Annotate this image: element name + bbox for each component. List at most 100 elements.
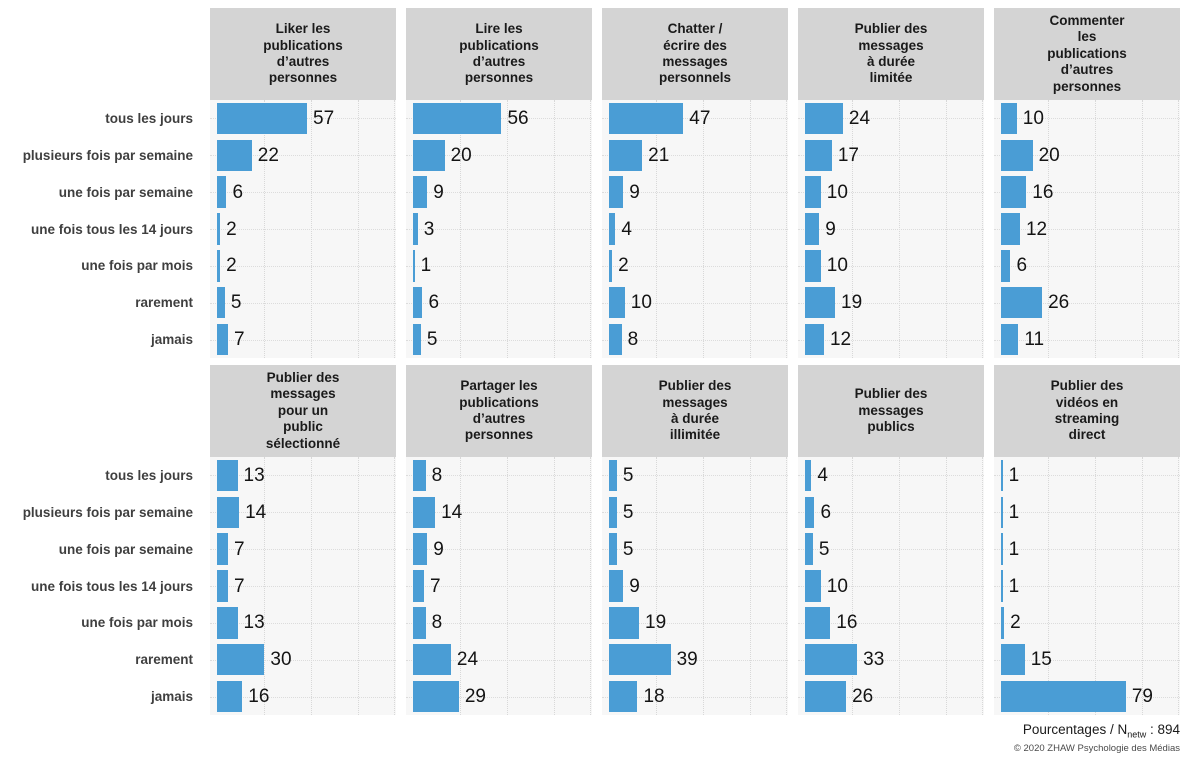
bar-row: 16 [994,174,1180,211]
bar-row: 24 [798,100,984,137]
bar [1001,250,1011,282]
metric-suffix: : 894 [1146,722,1180,737]
bar-row: 11 [994,321,1180,358]
bar [413,496,436,529]
bar [217,533,229,565]
bar-row: 3 [406,211,592,248]
bar [413,176,428,208]
category-label: une fois tous les 14 jours [30,578,193,594]
value-label: 13 [243,612,265,634]
bar-row: 12 [798,321,984,358]
bar [805,570,821,602]
value-label: 2 [618,255,629,277]
panel-body: 56 20 9 3 1 6 5 [406,100,592,358]
bar [609,570,624,602]
value-label: 15 [1030,649,1052,671]
value-label: 47 [689,107,711,129]
value-label: 12 [1025,218,1048,240]
bar-row: 9 [406,174,592,211]
value-label: 1 [1008,464,1020,486]
bar-row: 20 [406,137,592,174]
bar [217,607,238,639]
value-label: 19 [645,612,667,634]
value-label: 10 [630,292,652,314]
value-label: 29 [464,686,486,708]
bar-row: 79 [994,678,1180,715]
bar [217,102,308,135]
bar-row: 12 [994,211,1180,248]
value-label: 5 [426,329,438,351]
bar-row: 10 [602,284,788,321]
bar [609,213,616,245]
bar [1001,286,1043,319]
value-label: 5 [622,464,634,486]
bar-row: 1 [406,247,592,284]
value-label: 19 [841,292,863,314]
bar-row: 1 [994,568,1180,605]
panel-body: 10 20 16 12 6 26 11 [994,100,1180,358]
bar [413,680,459,713]
value-label: 1 [1008,575,1020,597]
panel-body: 24 17 10 9 10 19 12 [798,100,984,358]
bar [1001,176,1027,208]
bar-row: 10 [798,568,984,605]
facet-panel: Partager les publications d’autres perso… [406,365,592,715]
bar [805,286,836,319]
value-label: 13 [243,464,265,486]
facet-row: tous les jours plusieurs fois par semaine… [0,365,1195,715]
bar [217,176,227,208]
bar-row: 7 [210,568,396,605]
value-label: 2 [226,255,237,277]
bar-row: 6 [994,247,1180,284]
bar [413,102,502,135]
bar-row: 19 [602,604,788,641]
value-label: 6 [428,292,440,314]
bar [609,286,625,319]
chart-footer: Pourcentages / Nnetw : 894 © 2020 ZHAW P… [0,722,1180,754]
value-label: 7 [234,575,245,597]
bar [1001,570,1003,602]
category-label: une fois tous les 14 jours [30,221,193,237]
facet-row: tous les jours plusieurs fois par semaine… [0,8,1195,358]
value-label: 3 [423,218,435,240]
bar [805,643,858,676]
category-axis: tous les jours plusieurs fois par semaine… [0,8,200,358]
value-label: 24 [456,649,479,671]
bar [217,570,229,602]
value-label: 20 [450,144,472,166]
category-axis: tous les jours plusieurs fois par semaine… [0,365,200,715]
bar-row: 13 [210,457,396,494]
value-label: 2 [1010,612,1021,634]
value-label: 1 [1008,501,1020,523]
facet-title: Commenter les publications d’autres pers… [994,8,1180,100]
bar-row: 5 [798,531,984,568]
value-label: 7 [234,538,245,560]
value-label: 16 [1032,181,1054,203]
bar-row: 30 [210,641,396,678]
category-label: jamais [150,689,193,705]
category-label: une fois par mois [81,258,193,274]
bar-row: 20 [994,137,1180,174]
bar-row: 26 [798,678,984,715]
bar [413,250,415,282]
value-label: 6 [232,181,244,203]
value-label: 79 [1131,686,1153,708]
bar [413,533,428,565]
category-label: une fois par semaine [58,541,193,557]
value-label: 1 [1008,538,1020,560]
bar [217,680,243,713]
bar-row: 6 [798,494,984,531]
value-label: 2 [226,218,237,240]
value-label: 7 [430,575,441,597]
bar-row: 10 [798,174,984,211]
value-label: 7 [234,329,245,351]
category-label: une fois par semaine [58,184,193,200]
category-label: tous les jours [105,110,193,126]
bar-row: 5 [602,494,788,531]
bar [609,139,643,172]
bar-row: 15 [994,641,1180,678]
facet-panel: Lire les publications d’autres personnes… [406,8,592,358]
bar [805,607,831,639]
bar [217,250,221,282]
value-label: 24 [848,107,871,129]
